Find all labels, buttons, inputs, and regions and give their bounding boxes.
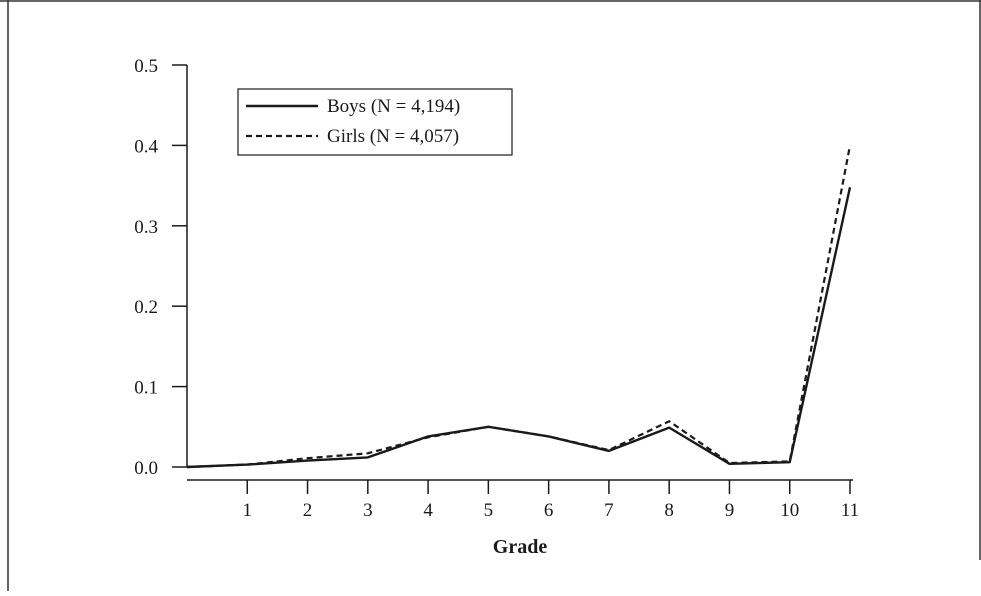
x-tick-label: 7	[604, 500, 614, 521]
series-line-boys	[186, 186, 852, 469]
x-tick-label: 8	[664, 500, 674, 521]
series-layer	[186, 145, 852, 469]
x-axis-title: Grade	[493, 536, 548, 558]
y-tick-label: 0.3	[134, 217, 158, 238]
legend-box	[237, 88, 513, 156]
y-tick-label: 0.4	[134, 136, 158, 157]
y-tick-label: 0.1	[134, 378, 158, 399]
y-tick-label: 0.2	[134, 297, 158, 318]
x-axis-ticks: 1 2 3 4 5 6 7 8 9 10 11	[243, 480, 859, 521]
legend: Boys (N = 4,194) Girls (N = 4,057)	[237, 88, 513, 156]
x-tick-label: 10	[780, 500, 799, 521]
x-tick-label: 2	[303, 500, 313, 521]
y-tick-label: 0.0	[134, 458, 158, 479]
x-tick-label: 4	[423, 500, 433, 521]
y-axis-ticks: 0.0 0.1 0.2 0.3 0.4 0.5	[134, 56, 187, 479]
y-tick-label: 0.5	[134, 56, 158, 77]
legend-label-boys: Boys (N = 4,194)	[327, 96, 460, 117]
x-tick-label: 9	[725, 500, 735, 521]
x-tick-label: 5	[484, 500, 494, 521]
x-tick-label: 3	[363, 500, 373, 521]
x-tick-label: 6	[544, 500, 554, 521]
legend-label-girls: Girls (N = 4,057)	[327, 126, 459, 147]
series-line-girls	[186, 145, 852, 469]
x-tick-label: 11	[841, 500, 859, 521]
x-tick-label: 1	[243, 500, 253, 521]
